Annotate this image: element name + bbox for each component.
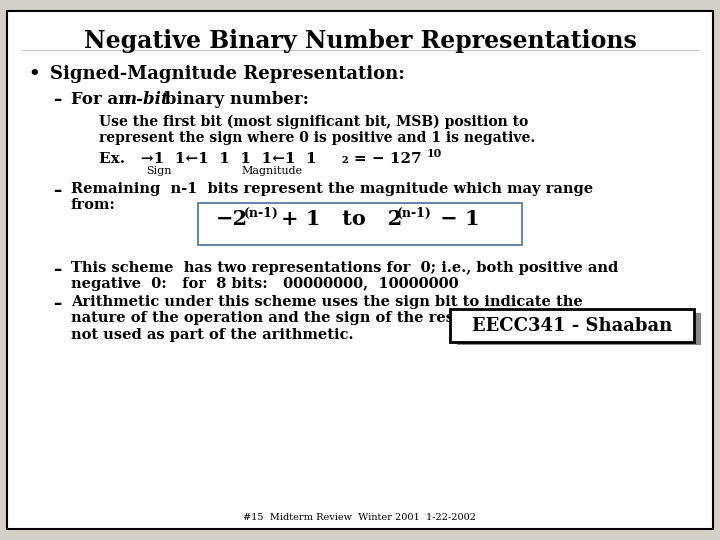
Text: Ex.   →1  1←1  1  1  1←1  1: Ex. →1 1←1 1 1 1←1 1	[99, 152, 317, 166]
Text: This scheme  has two representations for  0; i.e., both positive and: This scheme has two representations for …	[71, 261, 618, 275]
Text: For an: For an	[71, 91, 136, 108]
Text: negative  0:   for  8 bits:   00000000,  10000000: negative 0: for 8 bits: 00000000, 100000…	[71, 277, 459, 291]
Text: n-bit: n-bit	[124, 91, 168, 108]
Text: from:: from:	[71, 199, 116, 212]
Text: •: •	[28, 65, 40, 83]
Text: − 1: − 1	[433, 209, 480, 229]
FancyBboxPatch shape	[457, 313, 701, 345]
Text: binary number:: binary number:	[159, 91, 309, 108]
FancyBboxPatch shape	[198, 202, 522, 245]
Text: EECC341 - Shaaban: EECC341 - Shaaban	[472, 316, 672, 335]
Text: (n-1): (n-1)	[244, 207, 279, 220]
Text: –: –	[53, 295, 61, 313]
Text: Magnitude: Magnitude	[241, 166, 302, 177]
Text: represent the sign where 0 is positive and 1 is negative.: represent the sign where 0 is positive a…	[99, 131, 535, 145]
Text: Arithmetic under this scheme uses the sign bit to indicate the: Arithmetic under this scheme uses the si…	[71, 295, 582, 309]
Text: Signed-Magnitude Representation:: Signed-Magnitude Representation:	[50, 65, 405, 83]
Text: not used as part of the arithmetic.: not used as part of the arithmetic.	[71, 328, 354, 342]
Text: Use the first bit (most significant bit, MSB) position to: Use the first bit (most significant bit,…	[99, 114, 528, 129]
Text: Negative Binary Number Representations: Negative Binary Number Representations	[84, 29, 636, 53]
Text: −2: −2	[215, 209, 248, 229]
Text: + 1   to   2: + 1 to 2	[281, 209, 402, 229]
Text: –: –	[53, 182, 61, 200]
Text: –: –	[53, 91, 61, 109]
Text: nature of the operation and the sign of the result, but the sign bit is: nature of the operation and the sign of …	[71, 312, 633, 326]
Text: (n-1): (n-1)	[397, 207, 431, 220]
Text: Remaining  n-1  bits represent the magnitude which may range: Remaining n-1 bits represent the magnitu…	[71, 182, 593, 196]
Text: #15  Midterm Review  Winter 2001  1-22-2002: #15 Midterm Review Winter 2001 1-22-2002	[243, 512, 477, 522]
FancyBboxPatch shape	[450, 309, 694, 341]
Text: –: –	[53, 261, 61, 279]
Text: Sign: Sign	[146, 166, 171, 177]
Text: 10: 10	[427, 148, 442, 159]
Text: ₂ = − 127: ₂ = − 127	[343, 152, 422, 166]
